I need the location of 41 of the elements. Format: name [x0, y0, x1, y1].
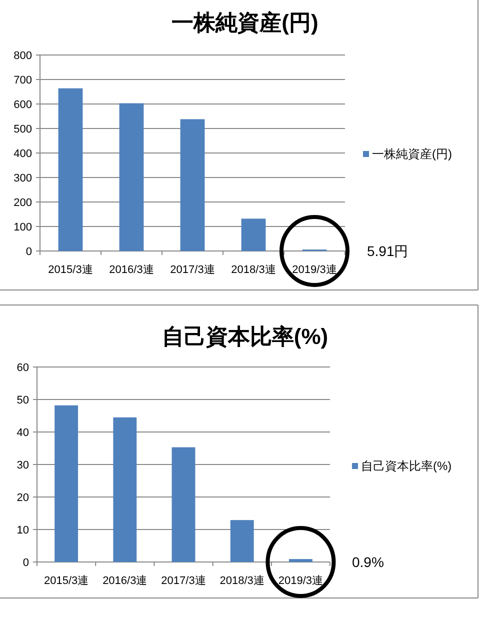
y-tick-label: 0 [26, 246, 32, 258]
x-tick-label: 2019/3連 [292, 263, 337, 276]
y-tick-label: 20 [16, 492, 29, 504]
bar [241, 218, 266, 251]
x-tick-label: 2018/3連 [231, 263, 276, 276]
bar [230, 520, 254, 562]
x-tick-label: 2019/3連 [278, 574, 324, 587]
y-tick-label: 50 [16, 394, 29, 406]
text: 5.91円 [367, 243, 408, 259]
y-tick-label: 400 [14, 148, 32, 160]
y-tick-label: 800 [14, 50, 32, 62]
y-tick-label: 0 [22, 557, 29, 569]
x-tick-label: 2018/3連 [220, 574, 264, 587]
y-tick-label: 300 [14, 172, 32, 184]
x-tick-label: 2017/3連 [170, 263, 215, 276]
bar [180, 119, 205, 251]
x-tick-label: 2016/3連 [102, 574, 148, 587]
x-tick-label: 2015/3連 [44, 574, 89, 587]
y-tick-label: 500 [14, 124, 32, 136]
y-tick-label: 30 [16, 460, 29, 472]
legend-label: 一株純資産(円) [372, 147, 452, 161]
chart-title: 一株純資産(円) [172, 10, 318, 35]
x-tick-label: 2017/3連 [161, 574, 206, 587]
bar [288, 559, 312, 562]
y-tick-label: 40 [16, 427, 29, 439]
y-tick-label: 10 [16, 524, 29, 536]
bar [54, 405, 78, 562]
y-tick-label: 600 [14, 99, 32, 111]
bar [119, 103, 144, 251]
text: 0.9% [352, 554, 384, 570]
chart-title: 自己資本比率(%) [162, 324, 328, 349]
y-tick-label: 100 [14, 222, 32, 234]
x-tick-label: 2016/3連 [109, 263, 154, 276]
y-tick-label: 200 [14, 197, 32, 209]
y-tick-label: 60 [16, 362, 29, 374]
bar [172, 447, 196, 562]
x-tick-label: 2015/3連 [48, 263, 93, 276]
legend-label: 自己資本比率(%) [361, 459, 452, 473]
y-tick-label: 700 [14, 74, 32, 86]
bar [113, 417, 137, 562]
bar [58, 88, 83, 251]
